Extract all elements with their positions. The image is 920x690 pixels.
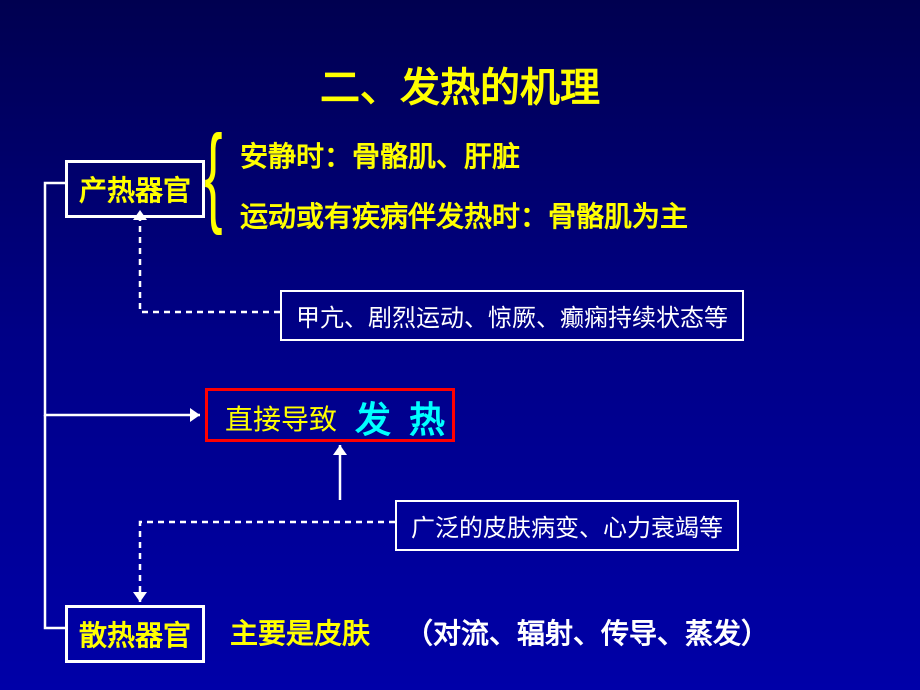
text-fever-big: 发 热 <box>355 391 449 443</box>
node-condition-skin: 广泛的皮肤病变、心力衰竭等 <box>395 500 739 551</box>
node-heat-production-label: 产热器官 <box>79 175 191 206</box>
text-exercise: 运动或有疾病伴发热时：骨骼肌为主 <box>240 195 688 235</box>
node-condition-hyperthyroid: 甲亢、剧烈运动、惊厥、癫痫持续状态等 <box>280 290 744 341</box>
node-heat-production: 产热器官 <box>65 160 205 218</box>
node-heat-dissipation-label: 散热器官 <box>79 620 191 651</box>
node-heat-dissipation: 散热器官 <box>65 605 205 663</box>
slide-title: 二、发热的机理 <box>0 55 920 113</box>
text-lead-to: 直接导致 <box>225 398 337 438</box>
text-skin-methods: （对流、辐射、传导、蒸发） <box>405 612 769 652</box>
text-resting: 安静时：骨骼肌、肝脏 <box>240 135 520 175</box>
text-skin-main: 主要是皮肤 <box>230 612 370 652</box>
curly-brace: { <box>204 120 222 230</box>
